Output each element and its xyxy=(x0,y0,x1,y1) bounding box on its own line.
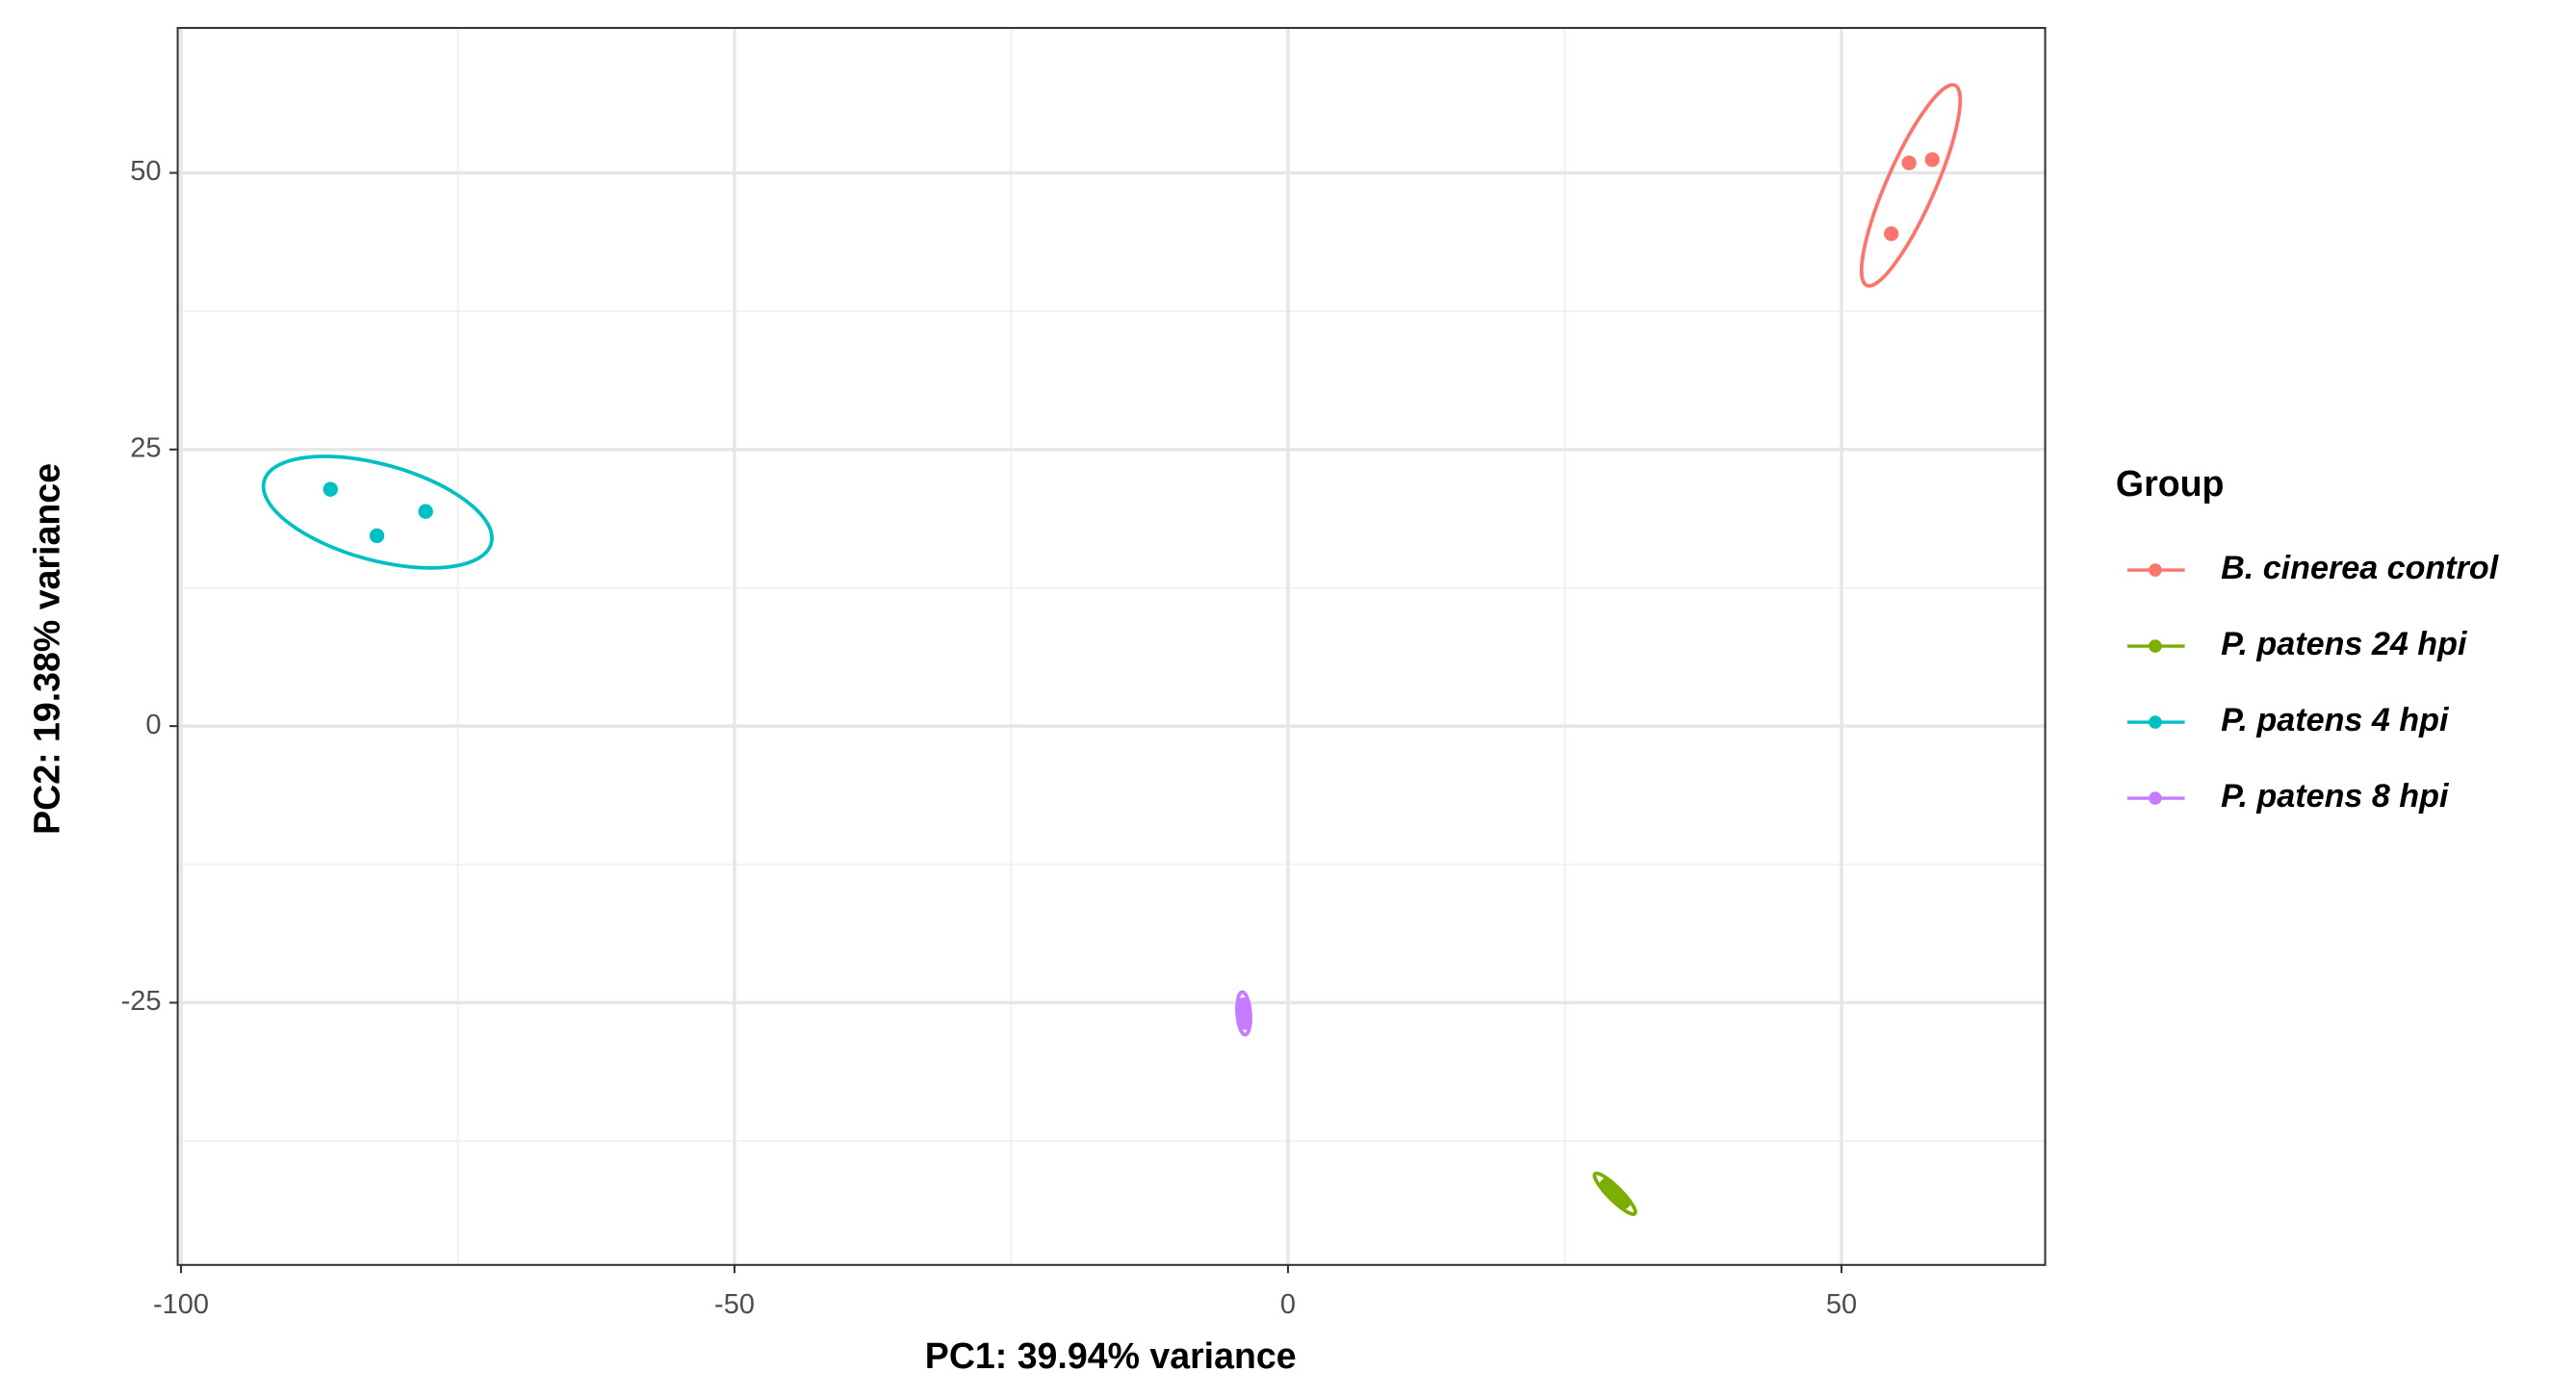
point xyxy=(418,504,433,519)
panel xyxy=(177,28,2046,1265)
x-tick-label: -50 xyxy=(714,1289,755,1320)
point xyxy=(322,481,338,497)
x-tick-label: -100 xyxy=(153,1289,209,1320)
legend-key-point xyxy=(2149,639,2162,653)
point xyxy=(369,528,385,544)
x-tick-label: 50 xyxy=(1826,1289,1857,1320)
legend-label: B. cinerea control xyxy=(2221,550,2500,586)
legend-key-point xyxy=(2149,715,2162,729)
point xyxy=(1235,1005,1250,1021)
confidence-ellipse xyxy=(261,454,494,570)
x-axis-title: PC1: 39.94% variance xyxy=(925,1335,1297,1376)
legend-label: P. patens 4 hpi xyxy=(2221,702,2450,738)
y-tick-label: 50 xyxy=(130,156,161,187)
legend-label: P. patens 8 hpi xyxy=(2221,778,2450,815)
x-tick-label: 0 xyxy=(1280,1289,1296,1320)
point xyxy=(1924,152,1940,168)
y-axis-title: PC2: 19.38% variance xyxy=(26,463,66,835)
panel-border xyxy=(176,26,2047,1266)
legend-key-point xyxy=(2149,563,2162,577)
point xyxy=(1615,1194,1632,1209)
legend-title: Group xyxy=(2116,463,2225,504)
legend-label: P. patens 24 hpi xyxy=(2221,626,2468,662)
y-tick-label: 25 xyxy=(130,433,161,464)
y-tick-label: -25 xyxy=(121,986,162,1017)
point xyxy=(1901,155,1917,170)
confidence-ellipse xyxy=(1859,83,1963,288)
point xyxy=(1884,226,1899,242)
y-tick-label: 0 xyxy=(145,710,161,740)
legend-key-point xyxy=(2149,791,2162,805)
